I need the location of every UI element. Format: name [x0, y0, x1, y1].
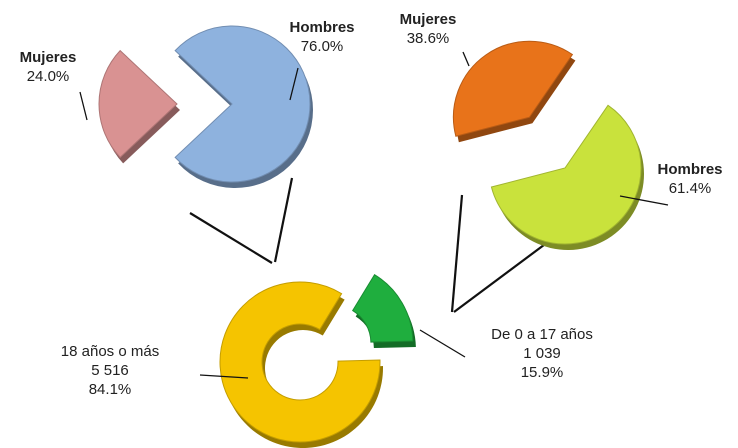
count-label: 5 516 — [91, 362, 129, 379]
category-label: De 0 a 17 años — [491, 326, 593, 343]
slice — [174, 25, 311, 183]
value-label: 84.1% — [89, 381, 132, 398]
pie-chart — [452, 40, 644, 251]
category-label: Hombres — [289, 19, 354, 36]
category-label: Mujeres — [20, 49, 77, 66]
category-label: Mujeres — [400, 11, 457, 28]
value-label: 38.6% — [407, 30, 450, 47]
leader-line — [419, 329, 466, 358]
connector — [273, 177, 294, 263]
connector — [189, 212, 273, 264]
connector — [450, 194, 464, 313]
leader-line — [619, 195, 669, 206]
leader-line — [462, 51, 470, 67]
connector — [453, 232, 561, 313]
slice — [98, 49, 178, 159]
category-label: 18 años o más — [61, 343, 159, 360]
value-label: 15.9% — [521, 364, 564, 381]
slice — [219, 281, 381, 443]
pie-chart — [219, 273, 416, 448]
value-label: 24.0% — [27, 68, 70, 85]
category-label: Hombres — [657, 161, 722, 178]
slice — [351, 273, 414, 343]
leader-line — [199, 374, 249, 379]
value-label: 76.0% — [301, 38, 344, 55]
slice — [452, 40, 574, 137]
slice — [490, 104, 642, 245]
leader-line — [79, 91, 88, 121]
leader-line — [289, 67, 299, 101]
value-label: 61.4% — [669, 180, 712, 197]
count-label: 1 039 — [523, 345, 561, 362]
pie-chart — [98, 25, 313, 189]
